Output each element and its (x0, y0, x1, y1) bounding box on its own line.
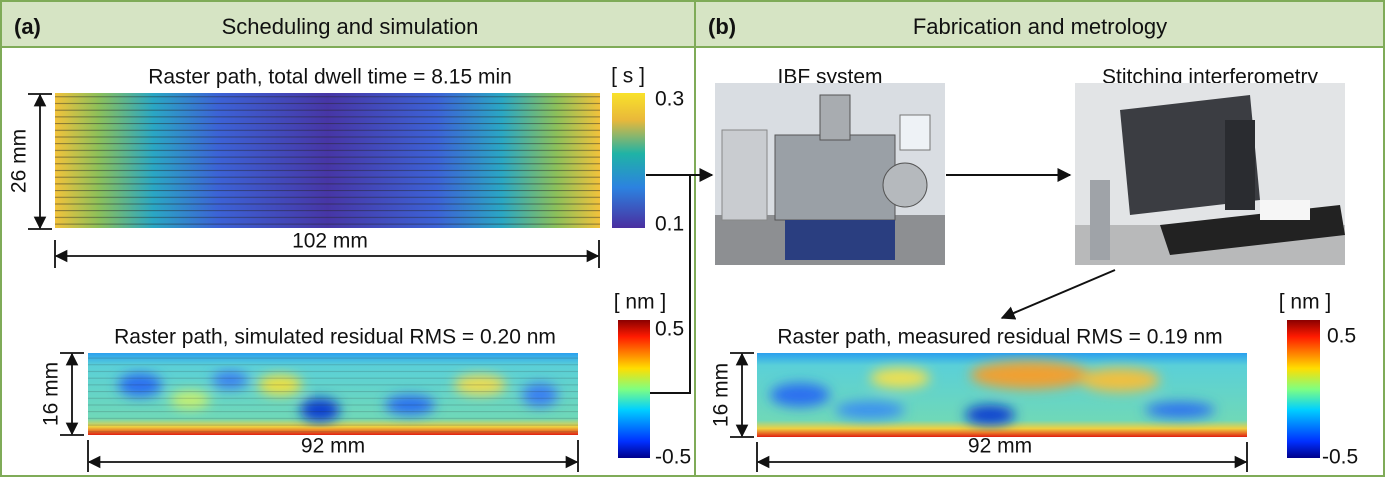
dimension-label: 26 mm (8, 129, 31, 193)
dimension-label: 16 mm (710, 363, 733, 427)
header-band (2, 2, 694, 47)
stand (785, 220, 895, 260)
blob (1145, 402, 1215, 418)
panel-label: (b) (708, 14, 736, 39)
ibf-photo (715, 83, 945, 265)
colorbar-max: 0.3 (655, 88, 684, 111)
colorbar (1287, 320, 1320, 458)
blob (965, 405, 1015, 425)
colorbar-min: 0.1 (655, 213, 684, 236)
sample (1260, 200, 1310, 220)
dimension-label: 92 mm (968, 435, 1032, 458)
rack (721, 129, 768, 221)
lens-housing (1225, 120, 1255, 210)
blob (870, 368, 930, 388)
header-band (696, 2, 1383, 47)
map-title: Raster path, simulated residual RMS = 0.… (114, 326, 556, 349)
colorbar-min: -0.5 (655, 446, 691, 469)
colorbar-min: -0.5 (1322, 446, 1358, 469)
port (882, 162, 928, 208)
photo-caption: IBF system (777, 66, 882, 89)
flow-arrow (1000, 269, 1116, 320)
dimension-label: 92 mm (301, 435, 365, 458)
residual-map (757, 353, 1247, 437)
chamber (774, 134, 896, 221)
photo-caption: Stitching interferometry (1102, 66, 1318, 89)
blob (1080, 368, 1160, 392)
colorbar-unit: [ nm ] (1279, 291, 1332, 314)
column (819, 94, 851, 141)
flow-line (650, 175, 691, 394)
colorbar (612, 93, 645, 228)
map-title: Raster path, total dwell time = 8.15 min (148, 66, 512, 89)
map-title: Raster path, measured residual RMS = 0.1… (777, 326, 1222, 349)
residual-map (88, 353, 578, 435)
dimension-label: 102 mm (292, 230, 368, 253)
post (1090, 180, 1110, 260)
raster-rows (88, 353, 578, 435)
window (899, 114, 931, 151)
blob (970, 361, 1090, 389)
raster-path (55, 93, 600, 228)
colorbar-unit: [ nm ] (614, 291, 667, 314)
interferometer-photo (1075, 83, 1345, 265)
residual-features (770, 361, 1215, 425)
dimension-label: 16 mm (40, 362, 63, 426)
colorbar (618, 320, 650, 458)
panel-label: (a) (14, 14, 41, 39)
panel-title: Fabrication and metrology (913, 14, 1167, 39)
colorbar-unit: [ s ] (611, 65, 645, 88)
panel-title: Scheduling and simulation (222, 14, 479, 39)
blob (835, 401, 905, 419)
colorbar-max: 0.5 (655, 318, 684, 341)
blob (770, 383, 830, 407)
colorbar-max: 0.5 (1327, 325, 1356, 348)
